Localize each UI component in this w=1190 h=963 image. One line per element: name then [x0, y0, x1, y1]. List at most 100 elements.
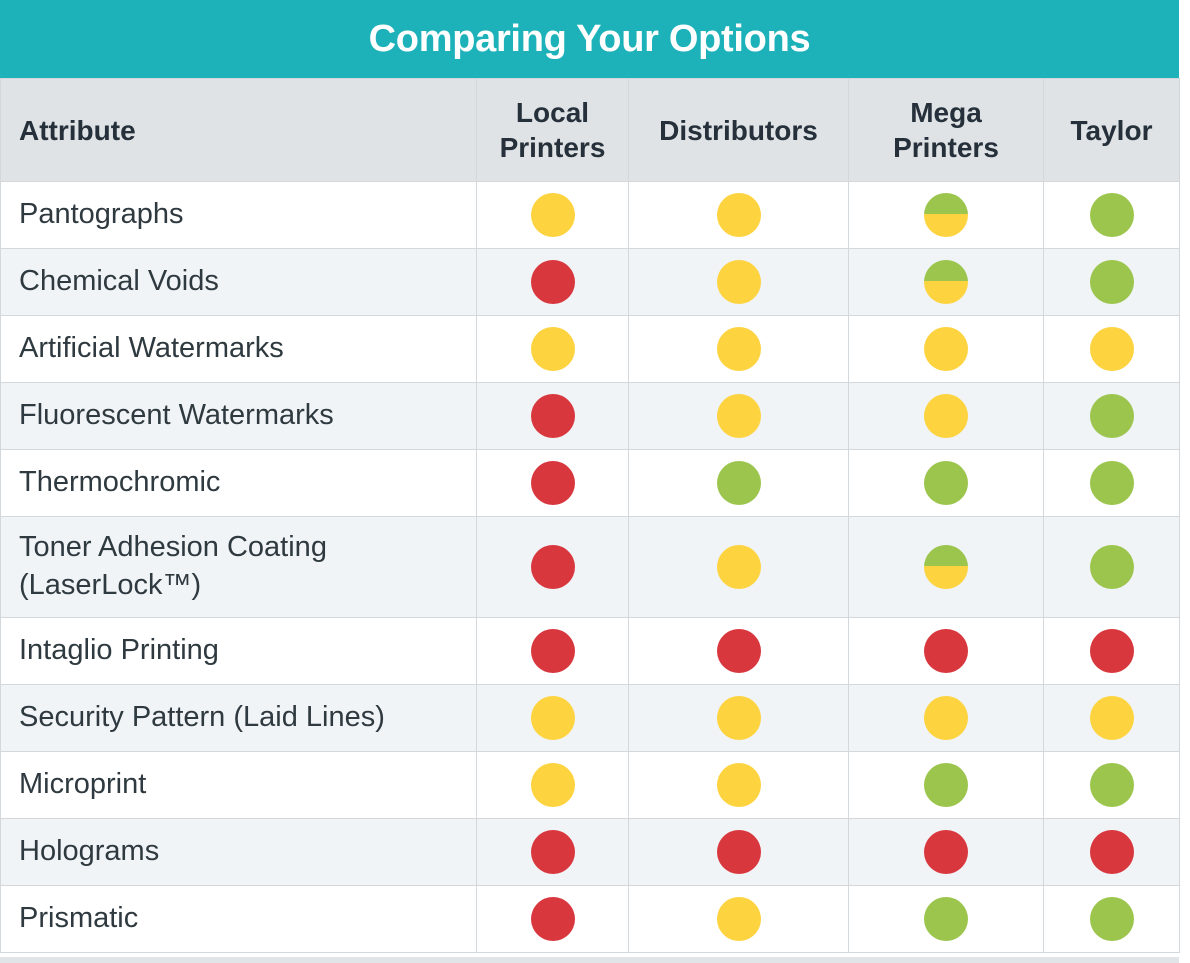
rating-yellow-dot-icon [716, 394, 761, 438]
table-row: Microprint [0, 751, 1180, 819]
rating-yellow-dot-icon [530, 327, 575, 371]
rating-yellow-dot-icon [924, 394, 968, 438]
rating-red-dot-icon [530, 897, 575, 941]
rating-cell-mega-printers [848, 248, 1044, 316]
rating-yellow-dot-icon [1089, 696, 1134, 740]
rating-green-dot-icon [1089, 193, 1134, 237]
rating-green-dot-icon [924, 763, 968, 807]
rating-red-dot-icon [716, 629, 761, 673]
rating-cell-distributors [628, 751, 849, 819]
table-row: Thermochromic [0, 449, 1180, 517]
rating-cell-local-printers [476, 818, 629, 886]
attribute-cell: Microprint [0, 751, 477, 819]
table-bottom-border [0, 957, 1179, 963]
attribute-label: Intaglio Printing [19, 634, 219, 667]
table-row: Artificial Watermarks [0, 315, 1180, 383]
rating-red-dot-icon [1089, 629, 1134, 673]
attribute-label: Holograms [19, 835, 160, 868]
rating-red-dot-icon [530, 461, 575, 505]
attribute-cell: Fluorescent Watermarks [0, 382, 477, 450]
rating-cell-mega-printers [848, 516, 1044, 618]
rating-cell-local-printers [476, 181, 629, 249]
rating-red-dot-icon [530, 545, 575, 589]
rating-green-dot-icon [1089, 897, 1134, 941]
attribute-cell: Artificial Watermarks [0, 315, 477, 383]
rating-red-dot-icon [1089, 830, 1134, 874]
rating-yellow-dot-icon [716, 545, 761, 589]
rating-cell-mega-printers [848, 684, 1044, 752]
rating-red-dot-icon [530, 830, 575, 874]
table-body: Pantographs Chemical Voids Artificial Wate… [0, 181, 1180, 953]
rating-green-dot-icon [716, 461, 761, 505]
rating-cell-distributors [628, 684, 849, 752]
rating-cell-distributors [628, 818, 849, 886]
rating-green-dot-icon [1089, 763, 1134, 807]
rating-green-dot-icon [924, 897, 968, 941]
rating-cell-taylor [1043, 818, 1180, 886]
right-margin [1179, 0, 1190, 963]
attribute-label: Security Pattern (Laid Lines) [19, 701, 385, 734]
attribute-label-line2: (LaserLock™) [19, 569, 202, 601]
attribute-cell: Security Pattern (Laid Lines) [0, 684, 477, 752]
attribute-label: Thermochromic [19, 466, 221, 499]
attribute-cell: Chemical Voids [0, 248, 477, 316]
rating-yellow-dot-icon [530, 696, 575, 740]
attribute-label: Artificial Watermarks [19, 332, 284, 365]
rating-green-dot-icon [1089, 394, 1134, 438]
rating-cell-local-printers [476, 449, 629, 517]
page-title: Comparing Your Options [0, 0, 1179, 78]
rating-yellow-dot-icon [716, 696, 761, 740]
attribute-label: Microprint [19, 768, 147, 801]
rating-yellow-dot-icon [530, 193, 575, 237]
rating-green-yellow-dot-icon [924, 193, 968, 237]
attribute-cell: Prismatic [0, 885, 477, 953]
table-row: Holograms [0, 818, 1180, 886]
table-row: Pantographs [0, 181, 1180, 249]
rating-cell-mega-printers [848, 315, 1044, 383]
comparison-table: Attribute Local Printers Distributors Meg… [0, 78, 1180, 953]
rating-yellow-dot-icon [716, 763, 761, 807]
rating-cell-distributors [628, 885, 849, 953]
rating-red-dot-icon [716, 830, 761, 874]
rating-yellow-dot-icon [716, 193, 761, 237]
rating-cell-distributors [628, 315, 849, 383]
column-header-mega-printers: Mega Printers [848, 78, 1044, 182]
attribute-cell: Toner Adhesion Coating (LaserLock™) [0, 516, 477, 618]
rating-cell-taylor [1043, 751, 1180, 819]
attribute-label: Fluorescent Watermarks [19, 399, 334, 432]
rating-cell-local-printers [476, 885, 629, 953]
rating-cell-distributors [628, 617, 849, 685]
rating-cell-local-printers [476, 516, 629, 618]
rating-cell-local-printers [476, 382, 629, 450]
rating-cell-mega-printers [848, 181, 1044, 249]
rating-cell-mega-printers [848, 382, 1044, 450]
rating-cell-mega-printers [848, 885, 1044, 953]
rating-cell-mega-printers [848, 818, 1044, 886]
column-header-local-printers: Local Printers [476, 78, 629, 182]
rating-cell-local-printers [476, 617, 629, 685]
table-row: Toner Adhesion Coating (LaserLock™) [0, 516, 1180, 618]
rating-green-dot-icon [924, 461, 968, 505]
rating-cell-local-printers [476, 684, 629, 752]
table-row: Chemical Voids [0, 248, 1180, 316]
attribute-cell: Pantographs [0, 181, 477, 249]
rating-cell-taylor [1043, 449, 1180, 517]
header-row: Attribute Local Printers Distributors Meg… [0, 78, 1180, 182]
rating-cell-local-printers [476, 315, 629, 383]
rating-yellow-dot-icon [924, 696, 968, 740]
attribute-label: Chemical Voids [19, 265, 219, 298]
table-header: Attribute Local Printers Distributors Meg… [0, 78, 1180, 182]
rating-green-yellow-dot-icon [924, 260, 968, 304]
rating-cell-local-printers [476, 751, 629, 819]
rating-cell-mega-printers [848, 449, 1044, 517]
rating-red-dot-icon [530, 394, 575, 438]
rating-red-dot-icon [924, 830, 968, 874]
table-row: Security Pattern (Laid Lines) [0, 684, 1180, 752]
attribute-cell: Holograms [0, 818, 477, 886]
rating-yellow-dot-icon [1089, 327, 1134, 371]
column-header-taylor: Taylor [1043, 78, 1180, 182]
rating-yellow-dot-icon [716, 260, 761, 304]
rating-cell-local-printers [476, 248, 629, 316]
rating-green-dot-icon [1089, 545, 1134, 589]
rating-red-dot-icon [530, 260, 575, 304]
